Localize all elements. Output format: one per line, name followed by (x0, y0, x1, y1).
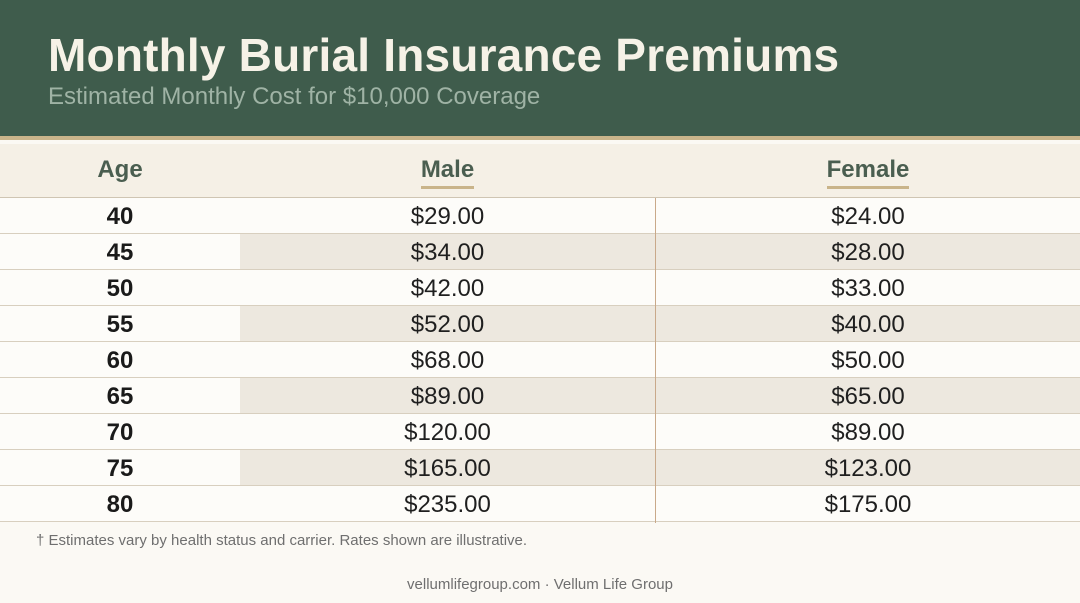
footnote: † Estimates vary by health status and ca… (36, 532, 528, 549)
table-row: 60 $68.00 $50.00 (0, 342, 1080, 378)
cell-age: 65 (106, 383, 134, 410)
row-band (240, 450, 1080, 485)
row-band (240, 306, 1080, 341)
cell-male: $165.00 (404, 455, 491, 482)
cell-female: $123.00 (824, 455, 912, 482)
cell-age: 45 (106, 239, 134, 266)
cell-female: $175.00 (824, 491, 912, 518)
cell-male: $34.00 (410, 239, 485, 266)
table-row: 65 $89.00 $65.00 (0, 378, 1080, 414)
cell-age: 75 (106, 455, 134, 482)
column-header-male: Male (240, 155, 655, 189)
cell-female: $50.00 (831, 347, 905, 374)
cell-male: $29.00 (410, 203, 485, 230)
cell-male: $89.00 (410, 383, 485, 410)
page-subtitle: Estimated Monthly Cost for $10,000 Cover… (48, 83, 541, 110)
cell-age: 50 (106, 275, 134, 302)
cell-female: $28.00 (831, 239, 905, 266)
cell-male: $235.00 (404, 491, 491, 518)
table-row: 80 $235.00 $175.00 (0, 486, 1080, 522)
cell-age: 80 (106, 491, 134, 518)
footer-credit: vellumlifegroup.com · Vellum Life Group (407, 576, 673, 593)
table-row: 70 $120.00 $89.00 (0, 414, 1080, 450)
table-row: 55 $52.00 $40.00 (0, 306, 1080, 342)
column-divider (655, 198, 656, 523)
cell-age: 60 (106, 347, 134, 374)
table-row: 75 $165.00 $123.00 (0, 450, 1080, 486)
row-band (240, 378, 1080, 413)
cell-male: $42.00 (410, 275, 485, 302)
cell-female: $24.00 (831, 203, 905, 230)
table-body: 40 $29.00 $24.00 45 $34.00 $28.00 50 $42.00 $33.… (0, 198, 1080, 522)
table-row: 40 $29.00 $24.00 (0, 198, 1080, 234)
table-header: Age Male Female (0, 144, 1080, 198)
cell-age: 70 (106, 419, 134, 446)
cell-female: $40.00 (831, 311, 905, 338)
header-banner: Monthly Burial Insurance Premiums Estima… (0, 0, 1080, 140)
column-header-age: Age (97, 156, 143, 183)
cell-age: 55 (106, 311, 134, 338)
cell-female: $65.00 (831, 383, 905, 410)
cell-male: $68.00 (410, 347, 485, 374)
cell-male: $52.00 (410, 311, 485, 338)
cell-age: 40 (106, 203, 134, 230)
row-band (240, 234, 1080, 269)
cell-female: $89.00 (831, 419, 905, 446)
column-header-female: Female (656, 155, 1080, 189)
cell-female: $33.00 (831, 275, 905, 302)
cell-male: $120.00 (404, 419, 491, 446)
page-title: Monthly Burial Insurance Premiums (48, 29, 840, 81)
table-row: 45 $34.00 $28.00 (0, 234, 1080, 270)
table-row: 50 $42.00 $33.00 (0, 270, 1080, 306)
